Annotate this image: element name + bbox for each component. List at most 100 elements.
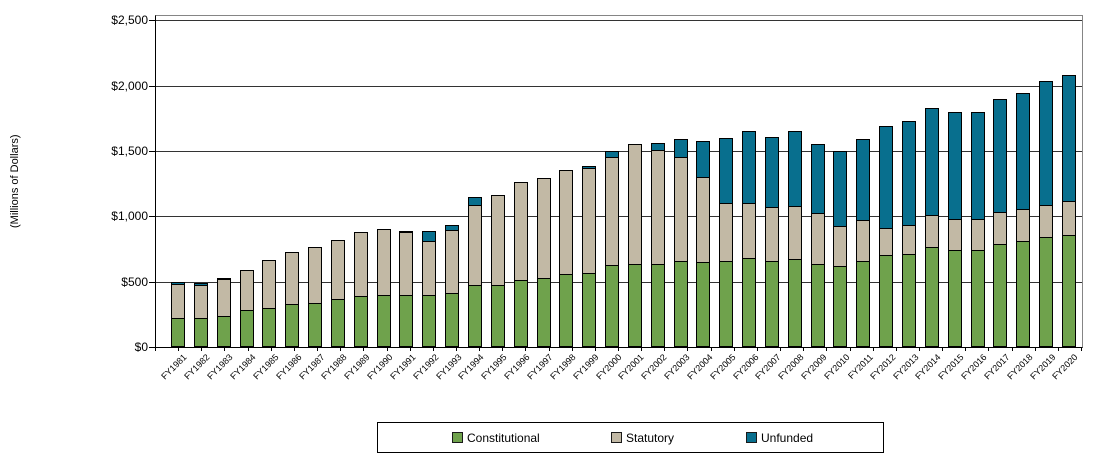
x-tick-label: FY1982	[182, 352, 212, 382]
bar-segment-statutory	[467, 205, 482, 286]
bar-segment-constitutional	[879, 255, 894, 347]
bar-column-FY1986	[285, 252, 300, 347]
bar-column-FY1988	[330, 240, 345, 347]
bar-segment-constitutional	[308, 303, 323, 347]
bar-segment-unfunded	[993, 99, 1008, 213]
bar-segment-constitutional	[216, 316, 231, 347]
bar-column-FY1987	[308, 247, 323, 347]
bar-column-FY1982	[193, 283, 208, 347]
bar-segment-statutory	[422, 241, 437, 296]
x-tick-label: FY2006	[730, 352, 761, 382]
legend-swatch-constitutional	[452, 432, 463, 443]
bar-segment-statutory	[924, 215, 939, 248]
bar-column-FY1992	[422, 231, 437, 347]
bar-column-FY1998	[559, 170, 574, 347]
bar-segment-constitutional	[742, 258, 757, 347]
x-tick-label: FY1988	[319, 352, 350, 382]
bar-segment-constitutional	[445, 293, 460, 347]
bar-segment-unfunded	[719, 138, 734, 204]
legend-swatch-statutory	[611, 432, 622, 443]
bar-segment-unfunded	[856, 139, 871, 221]
bar-column-FY2008	[787, 131, 802, 347]
bar-segment-statutory	[650, 150, 665, 265]
x-tick-label: FY2014	[913, 352, 943, 382]
legend: Constitutional Statutory Unfunded	[377, 422, 884, 453]
bar-segment-unfunded	[742, 131, 757, 204]
bar-segment-unfunded	[1039, 81, 1054, 206]
x-tick-label: FY1995	[479, 352, 509, 382]
plot-area	[155, 15, 1083, 348]
bar-segment-unfunded	[673, 139, 688, 158]
bar-column-FY1990	[376, 229, 391, 347]
x-tick-label: FY2018	[1005, 352, 1035, 382]
bar-segment-constitutional	[1039, 237, 1054, 347]
bar-column-FY2016	[970, 112, 985, 347]
bar-segment-constitutional	[422, 295, 437, 347]
y-tick-label: $500	[121, 274, 148, 289]
bar-segment-constitutional	[970, 250, 985, 347]
bar-segment-constitutional	[924, 247, 939, 347]
legend-label-unfunded: Unfunded	[761, 430, 814, 445]
bar-segment-constitutional	[490, 285, 505, 347]
bar-segment-statutory	[696, 177, 711, 263]
bar-segment-unfunded	[1061, 75, 1076, 202]
bar-segment-constitutional	[787, 259, 802, 347]
bar-segment-unfunded	[764, 137, 779, 208]
x-tick-label: FY2010	[822, 352, 852, 382]
x-tick-label: FY2011	[845, 352, 875, 381]
bar-segment-constitutional	[582, 273, 597, 347]
bar-segment-statutory	[673, 157, 688, 262]
bar-segment-constitutional	[605, 265, 620, 347]
bar-segment-statutory	[308, 247, 323, 304]
bar-column-FY2015	[947, 112, 962, 347]
bar-segment-statutory	[764, 207, 779, 262]
x-tick-label: FY2017	[982, 352, 1012, 382]
y-tick-label: $1,500	[111, 144, 148, 159]
bar-segment-statutory	[193, 285, 208, 319]
bar-segment-constitutional	[993, 244, 1008, 347]
x-tick-label: FY1992	[411, 352, 441, 382]
bar-segment-constitutional	[262, 308, 277, 347]
bar-segment-statutory	[787, 206, 802, 260]
bar-segment-statutory	[833, 226, 848, 267]
bar-segment-constitutional	[376, 295, 391, 347]
bar-column-FY1984	[239, 270, 254, 347]
bar-segment-unfunded	[696, 141, 711, 178]
bar-column-FY2006	[742, 131, 757, 347]
bar-segment-statutory	[627, 144, 642, 265]
bar-column-FY2014	[924, 108, 939, 347]
bar-column-FY2007	[764, 137, 779, 347]
x-tick-label: FY2009	[799, 352, 829, 382]
bar-column-FY2010	[833, 151, 848, 347]
bar-column-FY2017	[993, 99, 1008, 347]
bar-segment-statutory	[513, 182, 528, 281]
bar-segment-statutory	[970, 219, 985, 251]
bar-segment-statutory	[285, 252, 300, 305]
y-tick-label: $2,000	[111, 78, 148, 93]
bar-column-FY1989	[353, 232, 368, 347]
bar-segment-constitutional	[856, 261, 871, 347]
bar-segment-constitutional	[1061, 235, 1076, 347]
bar-segment-statutory	[262, 260, 277, 309]
bar-segment-constitutional	[719, 261, 734, 347]
x-tick-label: FY1999	[570, 352, 601, 382]
bar-segment-constitutional	[239, 310, 254, 347]
x-tick-label: FY1993	[433, 352, 464, 382]
bars	[156, 16, 1082, 347]
bar-column-FY2012	[879, 126, 894, 347]
x-tick-label: FY2013	[890, 352, 921, 382]
bar-segment-constitutional	[902, 254, 916, 347]
bar-segment-constitutional	[193, 318, 208, 347]
bar-segment-unfunded	[787, 131, 802, 207]
y-tick-label: $1,000	[111, 209, 148, 224]
bar-segment-statutory	[353, 232, 368, 297]
bar-column-FY2013	[902, 121, 916, 347]
x-tick-label: FY1994	[456, 352, 487, 382]
x-tick-label: FY2007	[753, 352, 784, 382]
bar-segment-constitutional	[353, 296, 368, 347]
x-tick-label: FY1981	[159, 352, 190, 382]
x-tick-label: FY1991	[388, 352, 418, 382]
bar-segment-statutory	[1039, 205, 1054, 238]
bar-segment-statutory	[376, 229, 391, 296]
